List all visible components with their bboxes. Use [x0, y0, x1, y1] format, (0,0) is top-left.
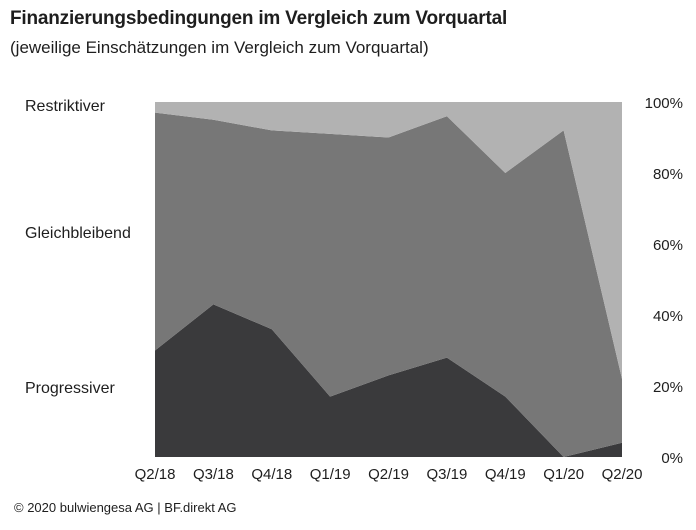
x-tick-label: Q4/18	[251, 466, 292, 483]
y-tick-label: 100%	[645, 95, 683, 112]
series-label-progressiver: Progressiver	[25, 380, 115, 397]
y-tick-label: 60%	[653, 237, 683, 254]
y-tick-label: 20%	[653, 379, 683, 396]
area-restriktiver	[155, 102, 622, 379]
chart-title: Finanzierungsbedingungen im Vergleich zu…	[10, 8, 508, 29]
y-tick-label: 80%	[653, 166, 683, 183]
x-tick-label: Q1/19	[310, 466, 351, 483]
chart-subtitle: (jeweilige Einschätzungen im Vergleich z…	[10, 38, 429, 57]
area-progressiver	[155, 304, 622, 457]
y-tick-label: 40%	[653, 308, 683, 325]
series-label-gleichbleibend: Gleichbleibend	[25, 225, 131, 242]
y-tick-label: 0%	[661, 450, 683, 467]
copyright-footer: © 2020 bulwiengesa AG | BF.direkt AG	[14, 500, 237, 515]
series-label-restriktiver: Restriktiver	[25, 98, 106, 115]
x-tick-label: Q3/19	[426, 466, 467, 483]
area-gleichbleibend	[155, 112, 622, 457]
x-tick-label: Q2/18	[135, 466, 176, 483]
x-tick-label: Q2/19	[368, 466, 409, 483]
x-tick-label: Q3/18	[193, 466, 234, 483]
x-tick-label: Q1/20	[543, 466, 584, 483]
x-tick-label: Q2/20	[602, 466, 643, 483]
x-tick-label: Q4/19	[485, 466, 526, 483]
